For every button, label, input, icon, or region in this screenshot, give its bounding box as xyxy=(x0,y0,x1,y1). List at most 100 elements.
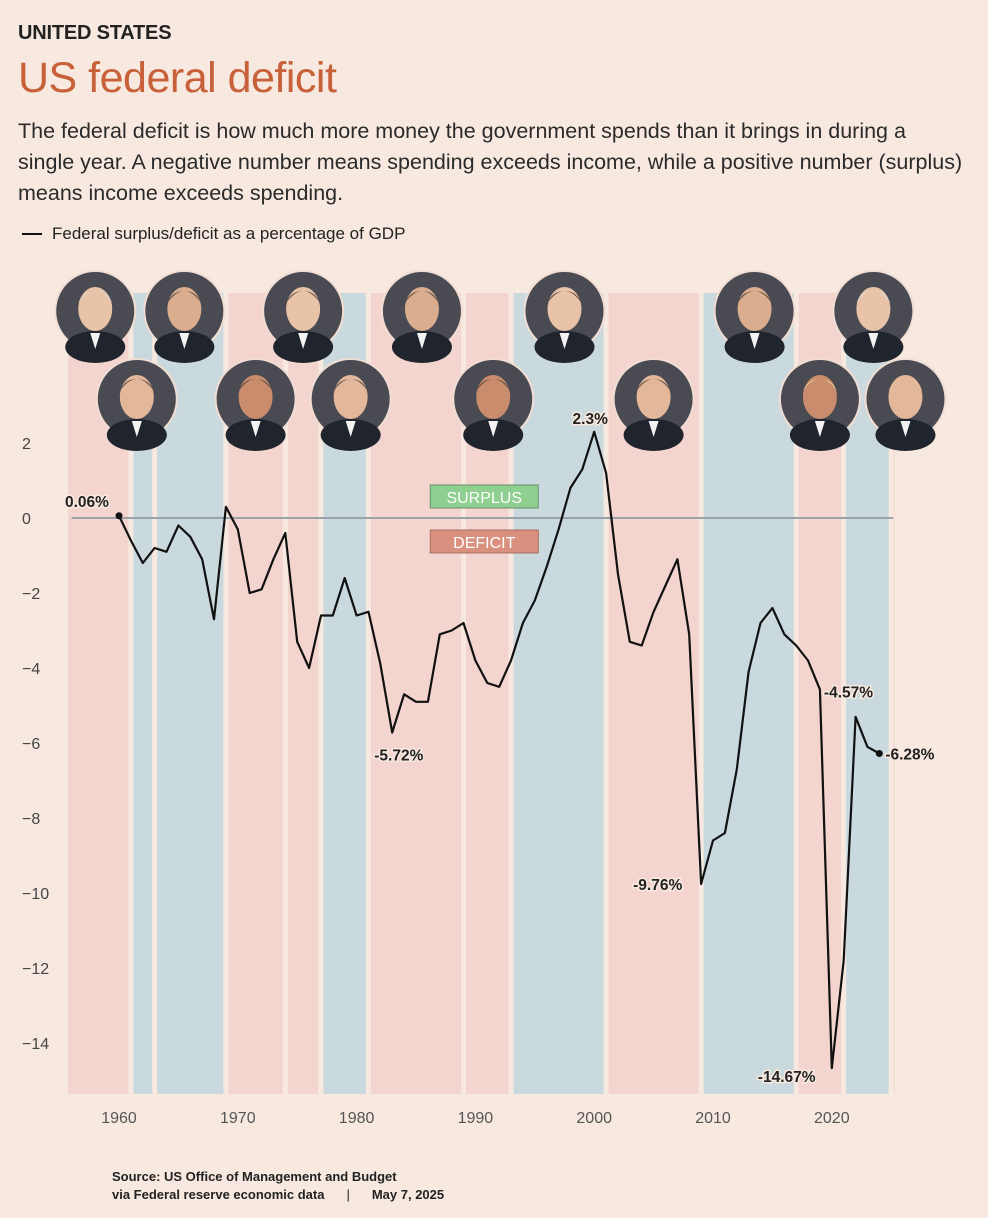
portrait-shirt xyxy=(814,421,825,437)
portrait-hair xyxy=(737,291,772,303)
x-tick-label: 2000 xyxy=(576,1110,612,1127)
band-obama xyxy=(703,293,794,1094)
x-tick-label: 1970 xyxy=(220,1110,256,1127)
y-tick-label: −14 xyxy=(22,1036,49,1053)
x-axis: 1960 1970 1980 1990 2000 2010 2020 xyxy=(101,1110,849,1127)
band-clinton xyxy=(513,293,604,1094)
portrait-face xyxy=(167,287,202,331)
portrait-face xyxy=(333,375,368,419)
portrait-shirt xyxy=(648,421,659,437)
source-line-2: via Federal reserve economic data xyxy=(112,1187,325,1202)
deficit-series-line xyxy=(118,430,880,1070)
portrait-face xyxy=(547,287,582,331)
portrait-kennedy xyxy=(95,358,178,451)
portrait-hair xyxy=(167,291,202,303)
y-axis: 2 0 −2 −4 −6 −8 −10 −12 −14 xyxy=(22,436,49,1053)
portrait-face xyxy=(78,287,113,331)
kicker: UNITED STATES xyxy=(18,22,172,44)
band-trump xyxy=(893,293,895,1094)
y-tick-label: −12 xyxy=(22,961,49,978)
portrait-ford xyxy=(262,270,345,363)
x-tick-label: 1960 xyxy=(101,1110,137,1127)
surplus-tag-box xyxy=(429,484,539,509)
portrait-shirt xyxy=(250,421,261,437)
deficit-tag: DEFICIT xyxy=(453,535,515,552)
annotation-label: -5.72% xyxy=(374,748,423,765)
x-tick-label: 2010 xyxy=(695,1110,731,1127)
portrait-shirt xyxy=(488,421,499,437)
legend-line-swatch xyxy=(22,233,42,235)
portrait-face xyxy=(802,375,837,419)
portrait-shirt xyxy=(868,333,879,349)
source-date: May 7, 2025 xyxy=(371,1187,445,1202)
page-title: US federal deficit xyxy=(18,54,337,102)
portrait-face xyxy=(119,375,154,419)
portrait-face xyxy=(737,287,772,331)
portrait-hair xyxy=(286,291,321,303)
portrait-hair xyxy=(636,379,671,391)
portrait-bush xyxy=(612,358,695,451)
portrait-nixon xyxy=(214,358,297,451)
portrait-face xyxy=(476,375,511,419)
x-tick-label: 1990 xyxy=(458,1110,494,1127)
president-portraits xyxy=(54,270,947,451)
portrait-carter xyxy=(309,358,392,451)
portrait-hair xyxy=(856,291,891,303)
y-tick-label: −4 xyxy=(22,661,40,678)
portrait-shirt xyxy=(900,421,911,437)
deficit-tag-box xyxy=(429,529,539,554)
annotations: 0.06% -5.72% 2.3% -9.76% -4.57% -14.67% -6.28% xyxy=(64,409,937,1087)
x-tick-label: 1980 xyxy=(339,1110,375,1127)
x-tick-label: 2020 xyxy=(814,1110,850,1127)
y-tick-label: −2 xyxy=(22,586,40,603)
portrait-face xyxy=(636,375,671,419)
portrait-trump xyxy=(778,358,861,451)
band-kennedy xyxy=(133,293,153,1094)
annotation-label: -9.76% xyxy=(633,877,682,894)
annotation-label: -14.67% xyxy=(758,1069,816,1086)
portrait-shirt xyxy=(345,421,356,437)
portrait-shirt xyxy=(131,421,142,437)
portrait-shirt xyxy=(749,333,760,349)
y-tick-label: −6 xyxy=(22,736,40,753)
portrait-face xyxy=(286,287,321,331)
annotation-label: -4.57% xyxy=(824,684,873,701)
portrait-hair xyxy=(547,291,582,303)
portrait-shirt xyxy=(179,333,190,349)
portrait-reagan xyxy=(380,270,463,363)
source-separator: | xyxy=(346,1187,350,1202)
portrait-biden xyxy=(832,270,915,363)
description: The federal deficit is how much more mon… xyxy=(18,119,963,205)
portrait-shirt xyxy=(90,333,101,349)
band-ford xyxy=(287,293,319,1094)
portrait-clinton xyxy=(523,270,606,363)
portrait-hair xyxy=(404,291,439,303)
portrait-bush xyxy=(452,358,535,451)
deficit-chart: 2 0 −2 −4 −6 −8 −10 −12 −14 1960 1970 1980 1990 2000 2… xyxy=(22,270,947,1127)
y-tick-label: 0 xyxy=(22,511,31,528)
annotation-label: -6.28% xyxy=(885,747,934,764)
source-line-1: Source: US Office of Management and Budg… xyxy=(112,1169,397,1184)
portrait-shirt xyxy=(559,333,570,349)
portrait-hair xyxy=(78,291,113,303)
portrait-johnson xyxy=(143,270,226,363)
y-tick-label: −10 xyxy=(22,886,49,903)
portrait-face xyxy=(238,375,273,419)
source-note: Source: US Office of Management and Budg… xyxy=(112,1168,444,1204)
portrait-face xyxy=(888,375,923,419)
portrait-hair xyxy=(476,379,511,391)
portrait-hair xyxy=(333,379,368,391)
portrait-hair xyxy=(238,379,273,391)
y-tick-label: 2 xyxy=(22,436,31,453)
band-johnson xyxy=(157,293,224,1094)
portrait-hair xyxy=(119,379,154,391)
surplus-tag: SURPLUS xyxy=(446,490,522,507)
portrait-obama xyxy=(713,270,796,363)
portrait-face xyxy=(404,287,439,331)
end-point xyxy=(875,750,883,757)
annotation-label: 0.06% xyxy=(65,494,109,511)
annotation-label: 2.3% xyxy=(573,411,609,428)
portrait-face xyxy=(856,287,891,331)
legend: Federal surplus/deficit as a percentage … xyxy=(22,224,405,244)
legend-label: Federal surplus/deficit as a percentage … xyxy=(52,224,406,243)
